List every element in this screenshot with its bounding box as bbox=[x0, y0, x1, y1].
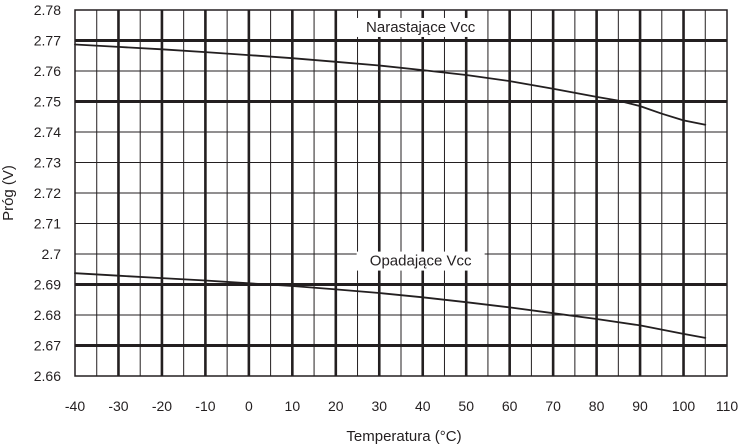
series-label-falling: Opadające Vcc bbox=[370, 253, 472, 270]
series-group bbox=[74, 43, 707, 339]
y-tick-label: 2.68 bbox=[34, 307, 61, 323]
x-tick-label: 20 bbox=[328, 398, 344, 414]
y-tick-label: 2.66 bbox=[34, 368, 61, 384]
y-tick-label: 2.75 bbox=[34, 94, 61, 110]
y-tick-label: 2.72 bbox=[34, 185, 61, 201]
y-tick-label: 2.78 bbox=[34, 2, 61, 18]
y-axis-label: Próg (V) bbox=[0, 165, 17, 221]
series-label-rising: Narastające Vcc bbox=[366, 19, 476, 36]
x-tick-label: -30 bbox=[108, 398, 128, 414]
y-tick-label: 2.76 bbox=[34, 63, 61, 79]
x-tick-label: 0 bbox=[245, 398, 253, 414]
plot-frame bbox=[74, 9, 728, 377]
x-tick-label: -40 bbox=[65, 398, 85, 414]
y-tick-label: 2.74 bbox=[34, 124, 61, 140]
y-tick-label: 2.69 bbox=[34, 277, 61, 293]
y-tick-label: 2.73 bbox=[34, 155, 61, 171]
x-tick-label: -10 bbox=[195, 398, 215, 414]
series-labels: Narastające Vcc Opadające Vcc bbox=[356, 17, 485, 271]
y-tick-label: 2.77 bbox=[34, 33, 61, 49]
x-tick-label: 110 bbox=[716, 398, 739, 414]
x-tick-label: 70 bbox=[545, 398, 561, 414]
x-tick-label: 60 bbox=[502, 398, 518, 414]
grid bbox=[75, 10, 727, 376]
series-line-falling bbox=[74, 272, 707, 339]
x-tick-label: 100 bbox=[672, 398, 696, 414]
x-tick-label: 80 bbox=[589, 398, 605, 414]
y-tick-label: 2.67 bbox=[34, 338, 61, 354]
x-tick-label: 30 bbox=[371, 398, 387, 414]
x-tick-labels: -40 -30 -20 -10 0 10 20 30 40 50 60 70 80 90 100 110 bbox=[65, 398, 738, 414]
series-label-background bbox=[356, 17, 485, 37]
x-tick-label: 50 bbox=[458, 398, 474, 414]
x-tick-label: 40 bbox=[415, 398, 431, 414]
x-tick-label: 90 bbox=[632, 398, 648, 414]
y-tick-label: 2.7 bbox=[42, 246, 62, 262]
x-tick-label: -20 bbox=[152, 398, 172, 414]
series-label-background bbox=[356, 251, 485, 271]
x-tick-label: 10 bbox=[285, 398, 301, 414]
y-tick-labels: 2.66 2.67 2.68 2.69 2.7 2.71 2.72 2.73 2.74 2.75 2… bbox=[34, 2, 61, 384]
y-tick-label: 2.71 bbox=[34, 216, 61, 232]
plot-border bbox=[74, 9, 728, 377]
x-axis-label: Temperatura (°C) bbox=[346, 428, 461, 445]
series-line-rising bbox=[74, 43, 707, 126]
